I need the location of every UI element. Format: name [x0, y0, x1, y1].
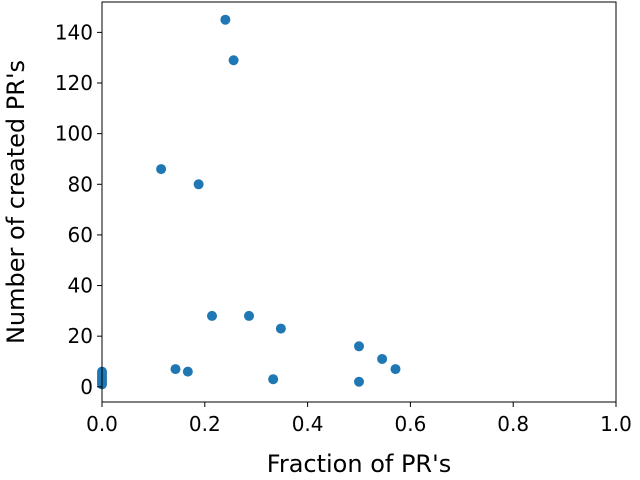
scatter-point	[268, 374, 279, 385]
y-axis-ticks: 0 20 40 60 80 100 120 140	[55, 20, 102, 399]
x-tick-label: 0.0	[86, 412, 118, 436]
scatter-point	[170, 364, 181, 375]
scatter-point	[206, 310, 217, 321]
scatter-point	[390, 364, 401, 375]
x-axis-label: Fraction of PR's	[267, 450, 451, 478]
x-tick-label: 1.0	[600, 412, 632, 436]
scatter-point	[244, 310, 255, 321]
scatter-point	[193, 179, 204, 190]
scatter-point	[182, 366, 193, 377]
y-tick-label: 120	[55, 71, 93, 95]
y-tick-label: 140	[55, 20, 93, 44]
x-tick-label: 0.4	[292, 412, 324, 436]
y-tick-label: 20	[68, 324, 93, 348]
scatter-point	[156, 164, 167, 175]
x-tick-label: 0.2	[189, 412, 221, 436]
scatter-point	[220, 14, 231, 25]
x-tick-label: 0.6	[394, 412, 426, 436]
scatter-point	[275, 323, 286, 334]
plot-background	[102, 2, 616, 402]
y-tick-label: 40	[68, 274, 93, 298]
scatter-point	[377, 353, 388, 364]
y-axis-label: Number of created PR's	[2, 60, 30, 344]
plot-frame	[101, 1, 617, 403]
y-tick-label: 0	[80, 375, 93, 399]
y-tick-label: 60	[68, 223, 93, 247]
y-tick-label: 100	[55, 122, 93, 146]
scatter-point	[228, 55, 239, 66]
data-points	[97, 14, 401, 390]
scatter-point	[354, 341, 364, 352]
y-tick-label: 80	[68, 172, 93, 196]
x-axis-ticks: 0.0 0.2 0.4 0.6 0.8 1.0	[86, 402, 632, 436]
x-tick-label: 0.8	[497, 412, 529, 436]
scatter-point	[354, 376, 364, 387]
